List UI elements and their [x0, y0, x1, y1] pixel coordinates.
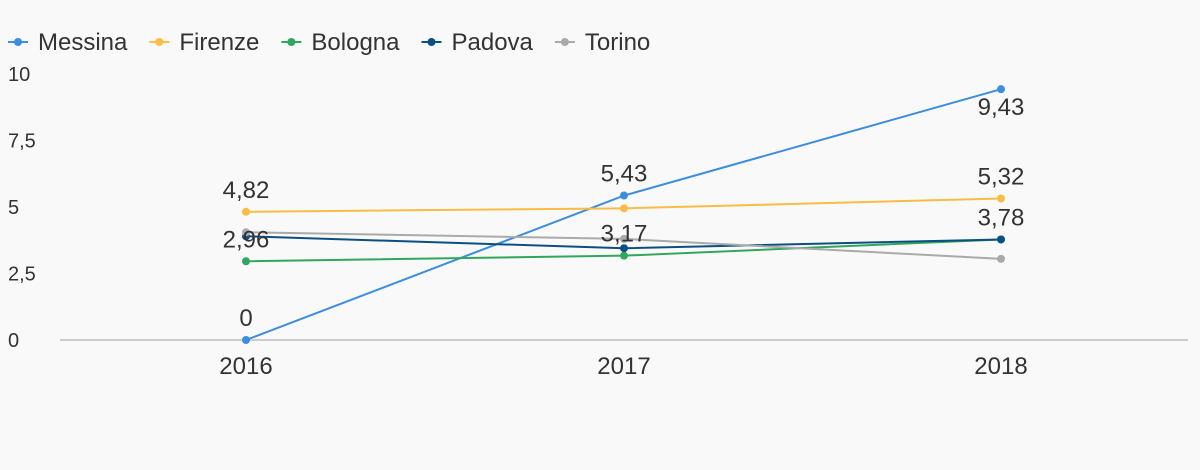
x-tick-label: 2017: [597, 353, 650, 380]
data-point-messina[interactable]: [620, 191, 628, 200]
legend: Messina Firenze Bologna Padova Torino: [8, 29, 650, 56]
legend-item-padova[interactable]: Padova: [421, 29, 534, 56]
y-axis: 0 2,5 5 7,5 10: [8, 64, 36, 352]
legend-swatch-marker: [155, 38, 164, 46]
data-label: 5,43: [601, 161, 648, 188]
y-tick-label: 10: [8, 64, 30, 86]
x-tick-label: 2018: [974, 353, 1027, 380]
legend-label: Padova: [451, 29, 533, 56]
data-label: 0: [239, 305, 252, 332]
data-label: 3,17: [601, 221, 648, 248]
legend-swatch-marker: [14, 38, 22, 46]
data-label: 9,43: [978, 94, 1025, 121]
legend-item-bologna[interactable]: Bologna: [281, 29, 400, 56]
y-tick-label: 0: [8, 330, 19, 352]
y-tick-label: 7,5: [8, 131, 36, 153]
data-point-torino[interactable]: [620, 234, 628, 243]
legend-swatch-marker: [560, 38, 569, 46]
series-lines: [245, 88, 1002, 341]
data-point-bologna[interactable]: [242, 257, 250, 266]
data-point-torino[interactable]: [997, 254, 1005, 263]
y-tick-label: 5: [8, 197, 19, 219]
series-line-messina: [245, 88, 1002, 341]
legend-label: Firenze: [179, 29, 259, 56]
data-point-firenze[interactable]: [997, 194, 1005, 203]
data-point-padova[interactable]: [620, 244, 628, 253]
data-point-torino[interactable]: [242, 228, 250, 237]
legend-item-messina[interactable]: Messina: [8, 29, 128, 56]
legend-label: Bologna: [311, 29, 400, 56]
data-label: 3,78: [978, 204, 1025, 231]
data-point-firenze[interactable]: [620, 204, 628, 213]
legend-swatch-marker: [287, 38, 296, 46]
data-point-messina[interactable]: [242, 336, 250, 344]
x-tick-label: 2016: [219, 353, 272, 380]
data-point-firenze[interactable]: [242, 207, 250, 216]
data-point-messina[interactable]: [997, 85, 1005, 94]
data-point-bologna[interactable]: [620, 251, 628, 260]
data-label: 5,32: [978, 163, 1025, 190]
legend-label: Torino: [585, 29, 650, 56]
legend-item-torino[interactable]: Torino: [554, 29, 650, 56]
legend-item-firenze[interactable]: Firenze: [149, 29, 259, 56]
series-points: [242, 85, 1005, 344]
y-tick-label: 2,5: [8, 264, 36, 286]
legend-label: Messina: [38, 29, 128, 56]
data-point-padova[interactable]: [997, 235, 1005, 244]
x-axis: 2016 2017 2018: [60, 339, 1188, 380]
data-labels: 0 5,43 9,43 4,82 5,32 2,96 3,17 3,78: [223, 94, 1025, 332]
data-label: 2,96: [223, 226, 270, 253]
data-label: 4,82: [223, 177, 270, 204]
legend-swatch-marker: [427, 38, 436, 46]
